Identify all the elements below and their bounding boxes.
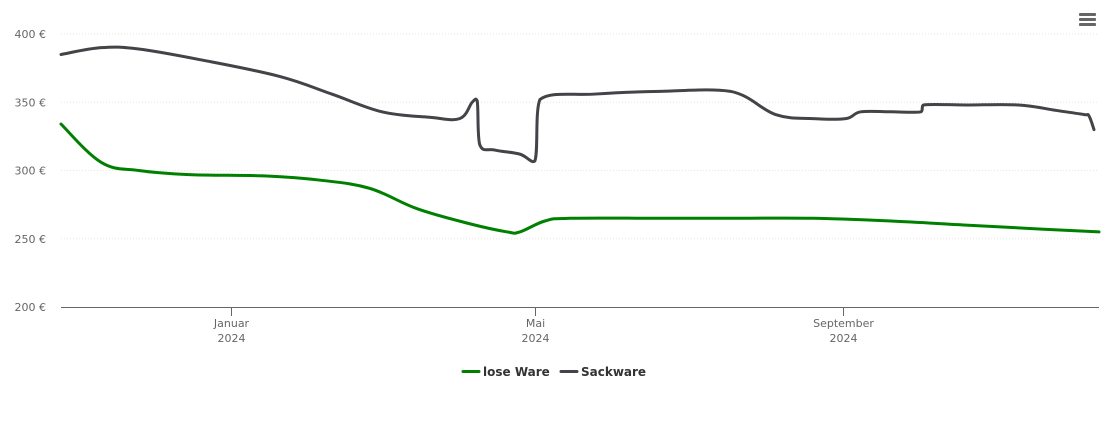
hamburger-menu-icon[interactable] <box>1076 11 1100 33</box>
y-tick-label: 350 € <box>15 96 47 109</box>
x-tick-label-month: Mai <box>526 317 545 330</box>
grid-lines <box>61 33 1099 240</box>
legend[interactable]: lose Ware Sackware <box>461 365 646 379</box>
legend-item[interactable]: Sackware <box>559 365 646 379</box>
legend-item[interactable]: lose Ware <box>461 365 550 379</box>
x-tick-label-month: September <box>813 317 874 330</box>
x-axis: Januar 2024 Mai 2024 September 2024 <box>61 307 1099 345</box>
y-tick-label: 300 € <box>15 165 47 178</box>
x-tick-label-year: 2024 <box>830 332 858 345</box>
series-line-sackware[interactable] <box>59 45 1096 164</box>
y-tick-label: 250 € <box>15 233 47 246</box>
y-axis: 200 € 250 € 300 € 350 € 400 € <box>15 28 47 314</box>
series-group <box>59 45 1101 235</box>
x-tick-label-year: 2024 <box>522 332 550 345</box>
y-tick-label: 400 € <box>15 28 47 41</box>
x-tick-label-year: 2024 <box>218 332 246 345</box>
series-line-lose-ware[interactable] <box>59 122 1101 235</box>
legend-label: Sackware <box>581 365 646 379</box>
y-tick-label: 200 € <box>15 301 47 314</box>
legend-label: lose Ware <box>483 365 550 379</box>
x-tick-label-month: Januar <box>213 317 250 330</box>
